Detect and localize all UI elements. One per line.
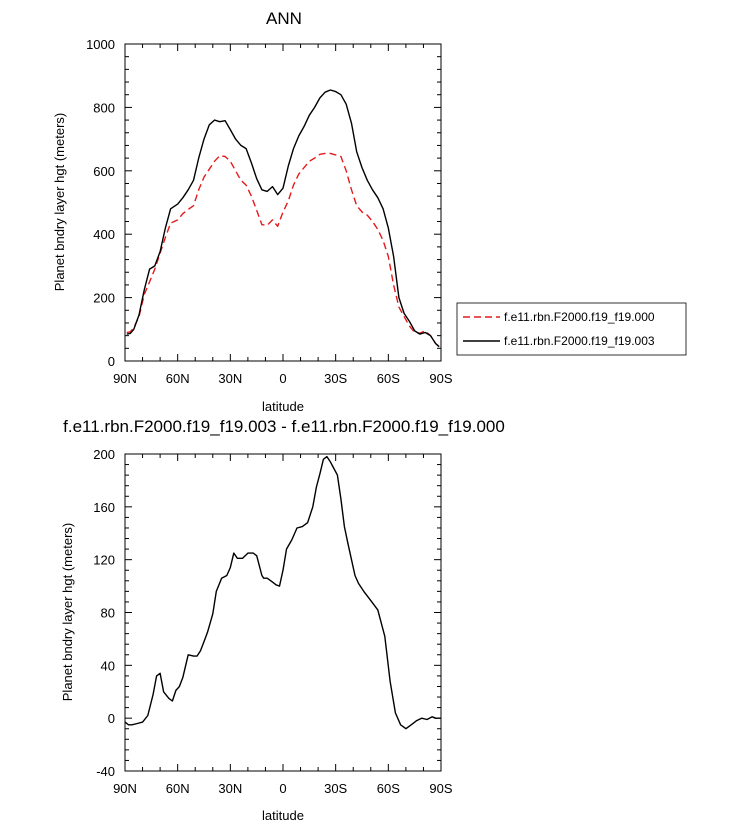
bottom-series-lines (124, 455, 441, 730)
bottom-series-line-1 (124, 455, 441, 730)
top-chart-title: ANN (266, 9, 302, 28)
bottom-x-tick-label: 60S (377, 781, 400, 796)
bottom-y-tick-label: -40 (96, 764, 115, 779)
bottom-x-axis-label: latitude (262, 808, 304, 823)
top-x-tick-label: 30N (218, 371, 242, 386)
top-series-line-2 (126, 89, 440, 348)
top-axis-ticks: 90N 60N 30N 0 30S 60S 90S 0 200 400 600 800 1000 (86, 37, 453, 386)
top-y-tick-label: 200 (93, 291, 115, 306)
top-y-axis-label: Planet bndry layer hgt (meters) (52, 113, 67, 291)
top-x-tick-label: 90N (113, 371, 137, 386)
bottom-y-tick-label: 160 (93, 500, 115, 515)
legend-label-series-2: f.e11.rbn.F2000.f19_f19.003 (504, 334, 655, 348)
bottom-x-tick-label: 90N (113, 781, 137, 796)
bottom-y-tick-label: 80 (101, 606, 115, 621)
bottom-x-tick-label: 90S (429, 781, 452, 796)
bottom-y-tick-label: 40 (101, 658, 115, 673)
top-plot-frame (124, 43, 442, 362)
top-panel: ANN 90N 60N 30N 0 30S 60S 90S 0 200 400 600 800 1000… (52, 9, 687, 414)
bottom-chart-title: f.e11.rbn.F2000.f19_f19.003 - f.e11.rbn.… (63, 417, 505, 436)
top-series-line-1 (126, 152, 440, 348)
top-x-tick-label: 0 (279, 371, 286, 386)
top-y-tick-label: 1000 (86, 37, 115, 52)
bottom-x-tick-label: 30N (218, 781, 242, 796)
bottom-x-tick-label: 30S (324, 781, 347, 796)
bottom-plot-frame (124, 453, 442, 772)
top-y-tick-label: 800 (93, 100, 115, 115)
bottom-panel: f.e11.rbn.F2000.f19_f19.003 - f.e11.rbn.… (60, 417, 505, 823)
top-x-tick-label: 90S (429, 371, 452, 386)
top-x-tick-label: 30S (324, 371, 347, 386)
bottom-y-tick-label: 200 (93, 447, 115, 462)
bottom-axis-ticks: 90N 60N 30N 0 30S 60S 90S -40 0 40 80 120 160 200 (93, 447, 453, 796)
legend-box (456, 302, 687, 356)
legend-label-series-1: f.e11.rbn.F2000.f19_f19.000 (504, 310, 655, 324)
top-legend: f.e11.rbn.F2000.f19_f19.000 f.e11.rbn.F2… (456, 302, 687, 356)
top-series-lines (126, 89, 440, 348)
top-y-tick-label: 400 (93, 227, 115, 242)
top-y-tick-label: 600 (93, 164, 115, 179)
bottom-x-tick-label: 60N (166, 781, 190, 796)
bottom-x-tick-label: 0 (279, 781, 286, 796)
bottom-y-tick-label: 0 (108, 711, 115, 726)
top-x-tick-label: 60N (166, 371, 190, 386)
bottom-y-tick-label: 120 (93, 553, 115, 568)
bottom-y-axis-label: Planet bndry layer hgt (meters) (60, 523, 75, 701)
top-y-tick-label: 0 (108, 354, 115, 369)
top-x-axis-label: latitude (262, 399, 304, 414)
top-x-tick-label: 60S (377, 371, 400, 386)
